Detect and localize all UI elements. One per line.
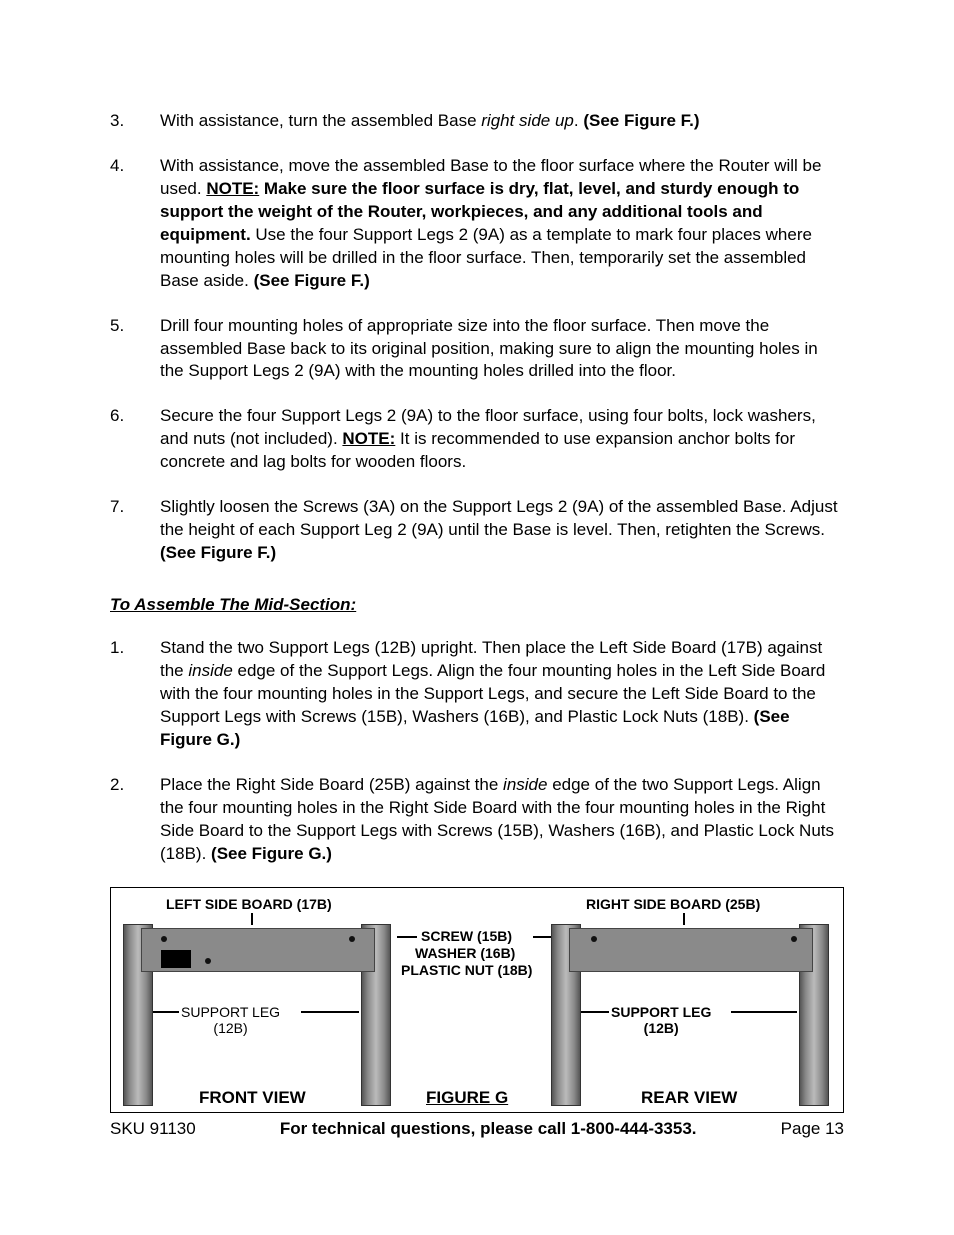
list-body: Slightly loosen the Screws (3A) on the S… (160, 496, 844, 565)
list-number: 7. (110, 496, 160, 565)
list-item: 5.Drill four mounting holes of appropria… (110, 315, 844, 384)
label-screw: SCREW (15B) (421, 928, 512, 944)
list-body: Place the Right Side Board (25B) against… (160, 774, 844, 866)
text-run: right side up (481, 111, 574, 130)
list-item: 2.Place the Right Side Board (25B) again… (110, 774, 844, 866)
figure-g: LEFT SIDE BOARD (17B) RIGHT SIDE BOARD (… (110, 887, 844, 1113)
list-b: 1.Stand the two Support Legs (12B) uprig… (110, 637, 844, 865)
list-body: Secure the four Support Legs 2 (9A) to t… (160, 405, 844, 474)
list-number: 4. (110, 155, 160, 293)
tick (683, 913, 685, 925)
text-run: Slightly loosen the Screws (3A) on the S… (160, 497, 838, 539)
text-run: NOTE: (206, 179, 259, 198)
text-run: (See Figure G.) (211, 844, 332, 863)
list-number: 5. (110, 315, 160, 384)
caption-rear: REAR VIEW (641, 1088, 737, 1108)
text-run: (See Figure F.) (583, 111, 699, 130)
footer-sku: SKU 91130 (110, 1119, 196, 1139)
text-run: inside (503, 775, 547, 794)
list-body: Stand the two Support Legs (12B) upright… (160, 637, 844, 752)
label-washer: WASHER (16B) (415, 945, 515, 961)
list-number: 6. (110, 405, 160, 474)
text-run: Place the Right Side Board (25B) against… (160, 775, 503, 794)
text-run: NOTE: (342, 429, 395, 448)
text-run: Drill four mounting holes of appropriate… (160, 316, 818, 381)
label-support-leg-right: SUPPORT LEG (12B) (611, 1004, 711, 1036)
label-left-board: LEFT SIDE BOARD (17B) (166, 896, 332, 912)
caption-front: FRONT VIEW (199, 1088, 306, 1108)
list-number: 3. (110, 110, 160, 133)
footer-phone: For technical questions, please call 1-8… (280, 1119, 697, 1139)
list-body: With assistance, turn the assembled Base… (160, 110, 844, 133)
line (153, 1011, 179, 1013)
caption-figure: FIGURE G (426, 1088, 508, 1108)
list-item: 3.With assistance, turn the assembled Ba… (110, 110, 844, 133)
list-number: 2. (110, 774, 160, 866)
line (397, 936, 417, 938)
footer-page: Page 13 (781, 1119, 844, 1139)
label-support-leg-left: SUPPORT LEG (12B) (181, 1004, 280, 1036)
label-right-board: RIGHT SIDE BOARD (25B) (586, 896, 760, 912)
black-square (161, 950, 191, 968)
line (301, 1011, 359, 1013)
text-run: inside (188, 661, 232, 680)
line (581, 1011, 609, 1013)
list-a: 3.With assistance, turn the assembled Ba… (110, 110, 844, 565)
text-run: (See Figure F.) (160, 543, 276, 562)
list-item: 4.With assistance, move the assembled Ba… (110, 155, 844, 293)
section-heading: To Assemble The Mid-Section: (110, 595, 844, 615)
list-item: 7.Slightly loosen the Screws (3A) on the… (110, 496, 844, 565)
board-right (569, 928, 813, 972)
list-body: Drill four mounting holes of appropriate… (160, 315, 844, 384)
list-item: 6.Secure the four Support Legs 2 (9A) to… (110, 405, 844, 474)
text-run: With assistance, turn the assembled Base (160, 111, 481, 130)
list-number: 1. (110, 637, 160, 752)
line (731, 1011, 797, 1013)
list-item: 1.Stand the two Support Legs (12B) uprig… (110, 637, 844, 752)
text-run: (See Figure F.) (254, 271, 370, 290)
tick (251, 913, 253, 925)
page: 3.With assistance, turn the assembled Ba… (0, 0, 954, 1235)
line (533, 936, 551, 938)
text-run: edge of the Support Legs. Align the four… (160, 661, 825, 726)
label-nut: PLASTIC NUT (18B) (401, 962, 532, 978)
footer: SKU 91130 For technical questions, pleas… (110, 1119, 844, 1139)
text-run: . (574, 111, 583, 130)
list-body: With assistance, move the assembled Base… (160, 155, 844, 293)
